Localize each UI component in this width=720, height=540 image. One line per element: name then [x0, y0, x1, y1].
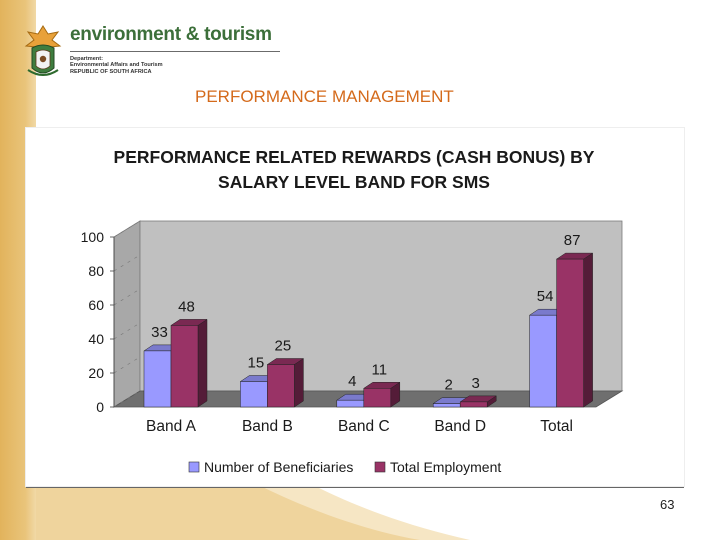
chart-title-line-2: SALARY LEVEL BAND FOR SMS [218, 172, 490, 192]
chart-legend: Number of Beneficiaries Total Employment [188, 459, 501, 475]
data-label: 48 [178, 298, 195, 315]
bar-total-employment-band-c [363, 388, 392, 408]
data-label: 33 [151, 324, 168, 341]
logo-line-1: Department: [70, 56, 103, 62]
y-tick-label: 60 [88, 297, 104, 313]
bar-side [294, 358, 304, 408]
y-gridline-diagonal [113, 220, 141, 238]
bar-number-of-beneficiaries-band-c [336, 399, 365, 408]
chart-panel: PERFORMANCE RELATED REWARDS (CASH BONUS)… [26, 128, 684, 486]
logo-divider [70, 51, 280, 52]
bar-total-employment-band-b [267, 364, 295, 408]
y-tick-label: 80 [88, 263, 104, 279]
bar-number-of-beneficiaries-band-d [432, 403, 461, 408]
y-tick-label: 20 [88, 365, 104, 381]
bar-number-of-beneficiaries-total [529, 314, 557, 408]
y-gridline-diagonal [113, 356, 141, 374]
department-logo: environment & tourism Department: Enviro… [20, 22, 280, 82]
data-label: 3 [472, 375, 480, 392]
legend-swatch-beneficiaries [188, 461, 200, 473]
data-label: 25 [275, 338, 292, 355]
panel-divider [26, 487, 684, 488]
y-gridline-diagonal [113, 390, 141, 408]
x-category-label: Band D [434, 418, 486, 435]
data-label: 4 [348, 373, 356, 390]
bar-number-of-beneficiaries-band-a [143, 350, 172, 408]
logo-line-3: REPUBLIC OF SOUTH AFRICA [70, 68, 152, 75]
bar-side [583, 252, 593, 408]
coat-of-arms-icon [24, 25, 62, 76]
chart-title-line-1: PERFORMANCE RELATED REWARDS (CASH BONUS)… [114, 147, 595, 167]
legend-label-total-employment: Total Employment [390, 459, 501, 475]
page-number: 63 [660, 497, 675, 512]
logo-subtitle: Department: Environmental Affairs and To… [70, 56, 280, 75]
legend-swatch-total-employment [374, 461, 386, 473]
slide-title: PERFORMANCE MANAGEMENT [195, 87, 454, 106]
y-gridline-diagonal [113, 288, 141, 306]
side-wall [113, 220, 141, 408]
x-category-label: Band B [242, 418, 293, 435]
data-label: 11 [372, 361, 388, 378]
data-label: 54 [537, 288, 554, 305]
y-gridline-diagonal [113, 322, 141, 340]
plot-area: 0 20 40 60 80 100 33 48 Band A 15 25 Band B 4 11 Band … [81, 220, 624, 435]
bar-total-employment-band-a [170, 325, 199, 408]
legend-label-beneficiaries: Number of Beneficiaries [204, 459, 353, 475]
y-tick-label: 0 [96, 399, 104, 415]
bar-chart: PERFORMANCE RELATED REWARDS (CASH BONUS)… [81, 147, 624, 475]
data-label: 15 [248, 355, 265, 372]
logo-title: environment & tourism [70, 24, 272, 45]
x-category-label: Band C [338, 418, 390, 435]
data-label: 2 [445, 377, 453, 394]
data-label: 87 [564, 232, 581, 249]
x-category-label: Band A [146, 418, 197, 435]
bar-total-employment-band-d [459, 401, 488, 408]
y-gridline-diagonal [113, 254, 141, 272]
bar-total-employment-total [556, 258, 584, 408]
y-tick-label: 100 [81, 229, 105, 245]
bar-number-of-beneficiaries-band-b [240, 381, 268, 408]
logo-line-2: Environmental Affairs and Tourism [70, 62, 163, 69]
x-category-label: Total [540, 418, 573, 435]
y-tick-label: 40 [88, 331, 104, 347]
bar-side [197, 318, 208, 408]
